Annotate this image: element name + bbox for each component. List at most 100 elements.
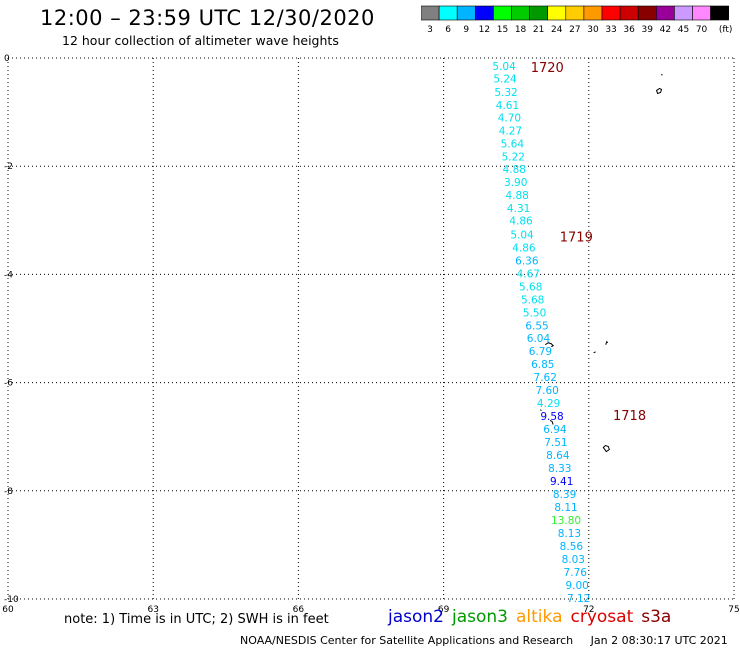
wave-height-label: 6.55 [525,320,548,332]
graticule [7,57,735,600]
lon-tick-label: 66 [293,605,305,615]
wave-height-label: 8.13 [558,528,581,540]
color-scale-label: 42 [660,25,671,35]
island-outline [544,342,555,348]
wave-height-label: 5.64 [501,138,525,150]
wave-height-label: 8.56 [560,541,584,553]
color-scale-label: 70 [696,25,708,35]
wave-height-label: 6.94 [543,424,567,436]
wave-height-track: 5.045.245.324.614.704.275.645.224.883.90… [492,61,590,605]
wave-height-label: 9.00 [565,580,588,592]
generated-timestamp: Jan 2 08:30:17 UTC 2021 [590,634,728,647]
wave-height-label: 3.90 [504,177,527,189]
lat-tick-label: -10 [4,595,19,605]
wave-height-label: 4.86 [512,242,536,254]
lon-tick-label: 63 [147,605,158,615]
pass-time-label: 1719 [560,231,593,246]
island-outline [593,351,596,354]
wave-height-label: 6.85 [531,359,554,371]
color-scale-label: 45 [678,25,689,35]
color-scale-label: 3 [427,25,433,35]
lon-tick-label: 72 [583,605,594,615]
color-swatch [710,5,730,21]
credit-line: NOAA/NESDIS Center for Satellite Applica… [240,634,728,647]
color-scale-label: 18 [515,25,527,35]
wave-height-label: 4.88 [503,164,526,176]
island-outline [661,73,663,76]
page-subtitle: 12 hour collection of altimeter wave hei… [62,33,339,48]
wave-height-label: 4.70 [498,113,521,125]
island-outline [605,340,609,345]
wave-height-label: 9.58 [540,411,563,423]
wave-height-label: 4.67 [517,268,540,280]
wave-height-label: 5.68 [519,281,542,293]
wave-height-label: 7.12 [567,593,590,605]
wave-height-label: 5.50 [523,307,546,319]
lat-tick-label: -2 [4,162,13,172]
wave-height-label: 5.22 [502,151,525,163]
color-scale-label: 27 [569,25,580,35]
wave-height-label: 8.11 [554,502,577,514]
satellite-altika-label: altika [516,607,563,627]
wave-height-label: 8.33 [548,463,571,475]
wave-height-label: 4.86 [509,215,533,227]
wave-height-label: 4.88 [505,190,528,202]
lat-tick-label: -8 [4,487,13,497]
color-scale-label: 9 [463,25,469,35]
wave-height-label: 13.80 [551,515,581,527]
island-outline [655,87,663,95]
wave-height-label: 5.04 [492,61,516,73]
pass-time-label: 1718 [613,409,646,424]
color-scale-label: (ft) [719,25,733,35]
wave-height-label: 4.29 [537,398,560,410]
color-scale-label: 39 [642,25,654,35]
wave-height-label: 5.24 [493,74,517,86]
wave-height-label: 8.64 [546,450,570,462]
units-note: note: 1) Time is in UTC; 2) SWH is in fe… [64,612,329,627]
color-scale-label: 30 [587,25,599,35]
credit-text: NOAA/NESDIS Center for Satellite Applica… [240,634,574,647]
satellite-jason3-label: jason3 [452,607,508,627]
island-outline [549,420,554,425]
satellite-jason2-label: jason2 [388,607,444,627]
color-scale-label: 15 [497,25,508,35]
page-title: 12:00 – 23:59 UTC 12/30/2020 [40,6,375,30]
lon-tick-label: 60 [2,605,14,615]
wave-height-label: 7.76 [564,567,588,579]
wave-height-label: 4.27 [499,125,522,137]
satellite-legend: jason2 jason3 altika cryosat s3a [388,607,679,627]
wave-height-label: 6.79 [529,346,552,358]
wave-height-label: 4.61 [496,100,519,112]
wave-height-label: 5.32 [494,87,517,99]
color-scale-label: 33 [605,25,616,35]
lon-tick-label: 69 [438,605,450,615]
wave-height-label: 7.51 [544,437,567,449]
color-scale-label: 36 [623,25,635,35]
satellite-cryosat-label: cryosat [570,607,634,627]
satellite-s3a-label: s3a [641,607,672,627]
color-scale-legend: 3 6 9 12 15 18 21 24 27 30 33 36 39 42 45 70 (ft) [421,5,733,35]
color-scale-label: 24 [551,25,563,35]
wave-height-label: 5.04 [510,229,534,241]
wave-height-label: 4.31 [507,203,530,215]
color-scale-label: 12 [479,25,490,35]
island-outline [540,409,542,412]
lat-tick-label: 0 [4,54,10,64]
wave-height-label: 8.03 [562,554,585,566]
color-scale-label: 21 [533,25,544,35]
wave-height-label: 6.04 [527,333,551,345]
wave-height-label: 7.60 [535,385,558,397]
pass-time-label: 1720 [531,61,564,76]
lat-tick-label: -4 [4,270,13,280]
wave-height-label: 7.62 [534,372,557,384]
wave-height-label: 8.39 [553,489,576,501]
island-outline [602,444,610,453]
island-outlines [540,73,663,453]
lon-tick-label: 75 [728,605,739,615]
wave-height-label: 9.41 [550,476,573,488]
lat-tick-label: -6 [4,379,13,389]
wave-height-label: 5.68 [521,294,544,306]
wave-height-label: 6.36 [515,255,539,267]
color-scale-label: 6 [445,25,451,35]
